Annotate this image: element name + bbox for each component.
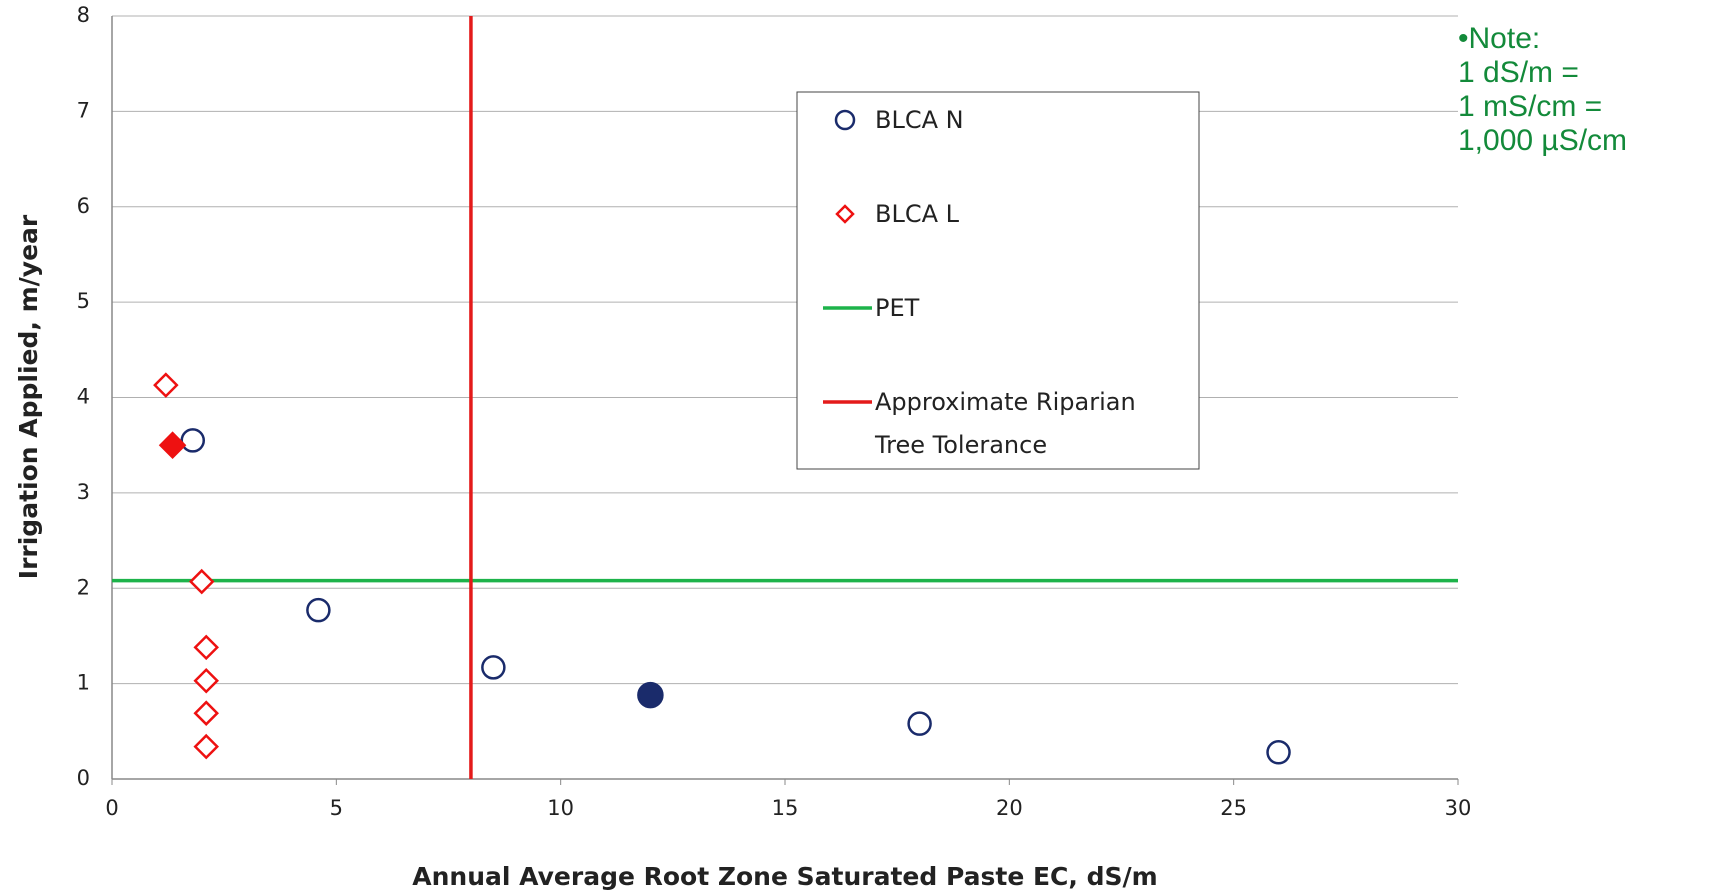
y-tick-label: 1 <box>77 671 90 695</box>
y-tick-label: 7 <box>77 98 90 122</box>
note-line: 1 mS/cm = <box>1458 90 1603 123</box>
legend-label: PET <box>875 293 920 322</box>
legend-box <box>796 91 1200 470</box>
x-tick-label: 20 <box>996 796 1023 820</box>
legend-symbol <box>835 204 855 224</box>
x-axis-label: Annual Average Root Zone Saturated Paste… <box>412 862 1157 891</box>
x-tick-label: 0 <box>105 796 118 820</box>
legend-label: BLCA L <box>875 199 960 228</box>
legend-label: BLCA N <box>875 105 964 134</box>
x-tick-label: 15 <box>772 796 799 820</box>
x-tick-label: 25 <box>1220 796 1247 820</box>
note-line: 1,000 µS/cm <box>1458 124 1628 157</box>
legend-label: Approximate Riparian Tree Tolerance <box>875 387 1136 459</box>
y-tick-label: 8 <box>77 3 90 27</box>
y-tick-label: 3 <box>77 480 90 504</box>
point <box>907 711 932 736</box>
point <box>306 597 331 623</box>
point <box>193 733 219 760</box>
x-tick-label: 10 <box>547 796 574 820</box>
x-tick-label: 30 <box>1445 796 1472 820</box>
y-tick-label: 4 <box>77 385 90 409</box>
point <box>193 634 219 661</box>
point <box>193 667 219 694</box>
y-tick-label: 2 <box>77 575 90 599</box>
note-line: 1 dS/m = <box>1458 56 1579 89</box>
point <box>158 431 187 459</box>
y-axis-label: Irrigation Applied, m/year <box>14 214 43 579</box>
point <box>188 568 215 595</box>
y-tick-label: 6 <box>77 194 90 218</box>
point <box>180 428 206 453</box>
point <box>153 372 179 398</box>
point <box>193 700 219 726</box>
note: •Note: 1 dS/m = 1 mS/cm = 1,000 µS/cm <box>1458 22 1627 158</box>
point <box>637 681 664 709</box>
x-tick-label: 5 <box>330 796 343 820</box>
y-tick-label: 5 <box>77 289 90 313</box>
point <box>1266 740 1291 765</box>
legend-symbol <box>834 109 856 131</box>
y-tick-label: 0 <box>77 766 90 790</box>
point <box>481 655 506 680</box>
note-line: •Note: <box>1458 22 1541 55</box>
